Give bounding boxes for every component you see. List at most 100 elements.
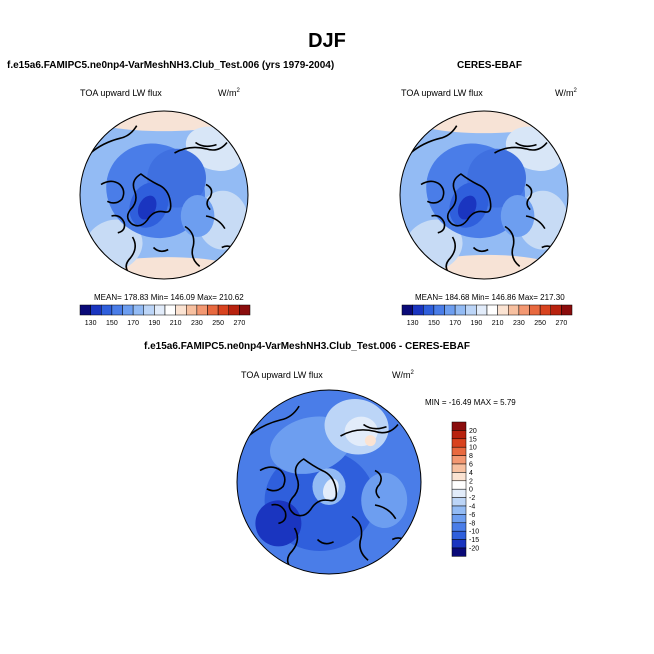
obs-field-label: TOA upward LW flux bbox=[401, 88, 483, 98]
model-colorbar-box bbox=[239, 304, 251, 316]
model-colorbar: 130 150 170 190 210 230 250 270 bbox=[79, 304, 251, 327]
diff-colorbar-tick: 4 bbox=[469, 470, 473, 477]
obs-units-label: W/m2 bbox=[555, 88, 577, 98]
diff-colorbar-box bbox=[451, 497, 467, 507]
diff-colorbar-box bbox=[451, 530, 467, 540]
model-coastline bbox=[126, 173, 172, 227]
model-units-label: W/m2 bbox=[218, 88, 240, 98]
obs-colorbar-tick: 250 bbox=[534, 320, 546, 327]
obs-colorbar-box bbox=[465, 304, 477, 316]
diff-units-label: W/m2 bbox=[392, 370, 414, 380]
diff-colorbar-box bbox=[451, 522, 467, 532]
diff-colorbar-box bbox=[451, 539, 467, 549]
obs-contour-region bbox=[500, 195, 535, 237]
model-colorbar-tick: 210 bbox=[170, 320, 182, 327]
model-colorbar-box bbox=[122, 304, 134, 316]
obs-colorbar-tick: 170 bbox=[449, 320, 461, 327]
obs-colorbar-box bbox=[561, 304, 573, 316]
model-colorbar-box bbox=[207, 304, 219, 316]
model-colorbar-box bbox=[186, 304, 198, 316]
diff-coastline bbox=[286, 527, 334, 570]
model-coastline bbox=[205, 183, 213, 211]
diff-colorbar-box bbox=[451, 547, 467, 557]
obs-colorbar-box bbox=[423, 304, 435, 316]
obs-colorbar-box bbox=[454, 304, 466, 316]
diff-colorbar-tick: 6 bbox=[469, 462, 473, 469]
diff-coastline bbox=[259, 466, 287, 525]
model-colorbar-box bbox=[132, 304, 144, 316]
obs-colorbar-tick: 130 bbox=[407, 320, 419, 327]
diff-colorbar-box bbox=[451, 438, 467, 448]
diff-colorbar-tick: -20 bbox=[469, 546, 479, 553]
model-colorbar-box bbox=[228, 304, 240, 316]
diff-colorbar-box bbox=[451, 505, 467, 515]
diff-colorbar-box bbox=[451, 488, 467, 498]
model-colorbar-tick: 130 bbox=[85, 320, 97, 327]
model-colorbar-tick: 190 bbox=[149, 320, 161, 327]
diff-coastline bbox=[340, 423, 399, 437]
model-colorbar-box bbox=[175, 304, 187, 316]
obs-contour-region bbox=[408, 111, 560, 134]
diff-colorbar-box bbox=[451, 455, 467, 465]
model-contour-region bbox=[180, 195, 215, 237]
diff-colorbar-box bbox=[451, 480, 467, 490]
model-colorbar-tick: 270 bbox=[234, 320, 246, 327]
obs-contour-region bbox=[457, 195, 477, 220]
diff-field-label: TOA upward LW flux bbox=[241, 370, 323, 380]
model-map-boundary bbox=[79, 110, 249, 280]
diff-colorbar-tick: 0 bbox=[469, 487, 473, 494]
diff-contour-region bbox=[255, 500, 302, 547]
obs-coastline bbox=[420, 180, 446, 234]
diff-colorbar-tick: -4 bbox=[469, 504, 475, 511]
model-colorbar-tick: 250 bbox=[212, 320, 224, 327]
diff-colorbar-tick: -6 bbox=[469, 512, 475, 519]
obs-colorbar: 130 150 170 190 210 230 250 270 bbox=[401, 304, 573, 327]
diff-coastline bbox=[374, 469, 382, 499]
diff-coastline bbox=[288, 458, 338, 517]
model-stats: MEAN= 178.83 Min= 146.09 Max= 210.62 bbox=[94, 293, 244, 302]
diff-contour-region bbox=[364, 435, 376, 447]
obs-colorbar-box bbox=[444, 304, 456, 316]
obs-polar-map bbox=[399, 110, 569, 280]
model-contour-region bbox=[137, 195, 157, 220]
figure-title: DJF bbox=[308, 30, 346, 52]
obs-colorbar-tick: 190 bbox=[471, 320, 483, 327]
diff-colorbar-tick: -2 bbox=[469, 495, 475, 502]
diff-colorbar-tick: 8 bbox=[469, 453, 473, 460]
diff-polar-map bbox=[236, 389, 422, 575]
obs-colorbar-box bbox=[508, 304, 520, 316]
obs-colorbar-box bbox=[539, 304, 551, 316]
model-colorbar-box bbox=[111, 304, 123, 316]
obs-colorbar-tick: 150 bbox=[428, 320, 440, 327]
obs-colorbar-box bbox=[433, 304, 445, 316]
model-field-label: TOA upward LW flux bbox=[80, 88, 162, 98]
model-coastline bbox=[174, 141, 228, 154]
diff-colorbar-box bbox=[451, 430, 467, 440]
model-colorbar-box bbox=[154, 304, 166, 316]
model-coastline bbox=[184, 215, 226, 268]
model-colorbar-box bbox=[79, 304, 91, 316]
diff-map-boundary bbox=[236, 389, 422, 575]
diff-colorbar-box bbox=[451, 472, 467, 482]
diff-colorbar-tick: -8 bbox=[469, 520, 475, 527]
obs-colorbar-box bbox=[412, 304, 424, 316]
model-colorbar-box bbox=[196, 304, 208, 316]
diff-coastline bbox=[247, 405, 300, 437]
diff-colorbar-box bbox=[451, 421, 467, 431]
obs-colorbar-tick: 230 bbox=[513, 320, 525, 327]
model-polar-map bbox=[79, 110, 249, 280]
obs-colorbar-box bbox=[476, 304, 488, 316]
model-colorbar-tick: 150 bbox=[106, 320, 118, 327]
model-contour-region bbox=[88, 111, 240, 132]
diff-colorbar-tick: 2 bbox=[469, 478, 473, 485]
model-colorbar-tick: 230 bbox=[191, 320, 203, 327]
obs-colorbar-box bbox=[518, 304, 530, 316]
obs-colorbar-box bbox=[401, 304, 413, 316]
model-colorbar-box bbox=[90, 304, 102, 316]
obs-coastline bbox=[504, 215, 546, 268]
obs-map-boundary bbox=[399, 110, 569, 280]
obs-colorbar-box bbox=[529, 304, 541, 316]
model-colorbar-box bbox=[164, 304, 176, 316]
diff-colorbar-tick: 10 bbox=[469, 445, 477, 452]
